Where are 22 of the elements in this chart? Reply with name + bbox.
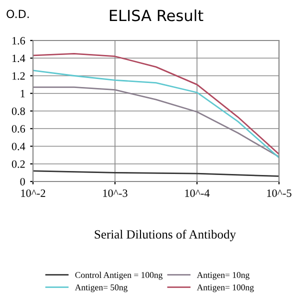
chart-title: ELISA Result <box>110 9 204 22</box>
legend-label: Antigen= 50ng <box>74 284 128 292</box>
y-tick-label: 1.6 <box>12 36 26 45</box>
x-tick-label: 10^-2 <box>21 189 46 197</box>
y-tick-label: 1 <box>20 90 25 98</box>
legend-label: Antigen= 10ng <box>196 272 250 280</box>
x-tick-label: 10^-5 <box>267 189 292 197</box>
y-tick-label: 0 <box>20 178 25 186</box>
y-tick-label: 0.2 <box>12 160 25 168</box>
y-tick-label: 1.4 <box>12 54 26 62</box>
y-axis-title: O.D. <box>6 10 29 18</box>
line-series <box>33 53 279 155</box>
y-tick-label: 0.8 <box>12 107 25 116</box>
line-series <box>33 70 279 158</box>
y-tick-label: 0.6 <box>12 125 26 133</box>
x-tick-label: 10^-4 <box>185 189 210 197</box>
x-axis-title: Serial Dilutions of Antibody <box>94 230 236 242</box>
x-tick-label: 10^-3 <box>103 189 128 197</box>
y-tick-label: 1.2 <box>12 72 25 80</box>
legend-label: Antigen= 100ng <box>196 284 254 292</box>
y-tick-label: 0.4 <box>12 142 26 150</box>
legend-label: Control Antigen = 100ng <box>75 272 163 280</box>
